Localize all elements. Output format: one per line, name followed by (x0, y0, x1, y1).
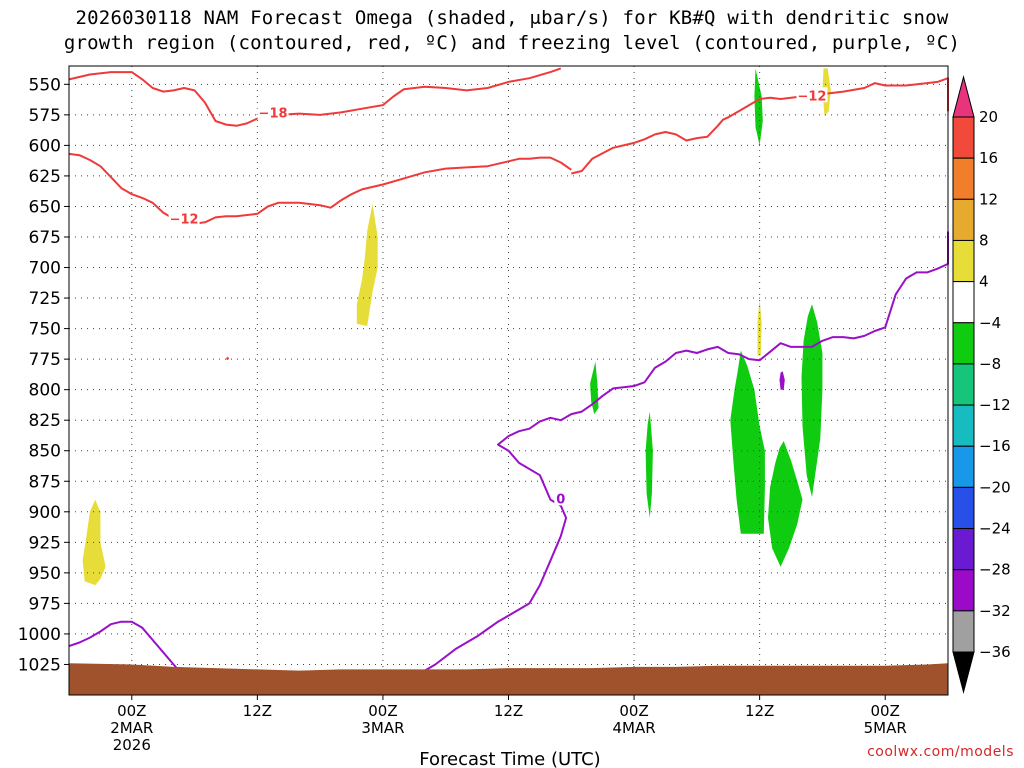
y-tick-label-5: 675 (29, 228, 61, 248)
colorbar-swatch-8 (952, 445, 975, 488)
x-tick-label-0-1: 00Z (117, 702, 146, 720)
y-tick-label-0: 550 (29, 75, 61, 95)
y-tick-label-13: 875 (29, 472, 61, 492)
y-tick-label-15: 925 (29, 533, 61, 553)
colorbar-swatch-5 (952, 322, 975, 365)
y-tick-label-2: 600 (29, 136, 61, 156)
y-tick-label-18: 1000 (18, 625, 61, 645)
y-tick-label-10: 800 (29, 381, 61, 401)
colorbar-swatch-11 (952, 569, 975, 612)
x-axis-label: Forecast Time (UTC) (419, 749, 600, 768)
colorbar-label-10: −24 (979, 520, 1011, 538)
colorbar-label-0: 20 (979, 108, 998, 126)
omega-yellow-patch-b (356, 204, 378, 327)
y-axis: 550 575 600 625 650 675 700 725 750 775 800 825 850 8… (18, 75, 69, 675)
colorbar-label-8: −16 (979, 437, 1011, 455)
colorbar-bottom-arrow (952, 651, 975, 694)
purple-contour-zero-right-label-bg (554, 490, 568, 506)
omega-green-patch-e (768, 441, 803, 567)
omega-green-patch-f (801, 304, 823, 498)
y-tick-label-19: 1025 (18, 655, 61, 675)
x-tick-label-2-2: 3MAR (361, 719, 404, 737)
omega-red-dot (226, 356, 230, 361)
red-contour-minus12-right (571, 77, 949, 175)
y-tick-label-9: 775 (29, 350, 61, 370)
x-tick-label-4-2: 4MAR (612, 719, 655, 737)
y-tick-label-8: 750 (29, 320, 61, 340)
colorbar-label-9: −20 (979, 478, 1011, 496)
y-tick-label-6: 700 (29, 259, 61, 279)
colorbar-swatch-4 (952, 281, 975, 324)
y-tick-label-1: 575 (29, 106, 61, 126)
colorbar-swatch-3 (952, 239, 975, 283)
colorbar-label-13: −36 (979, 643, 1011, 661)
colorbar-label-6: −8 (979, 355, 1001, 373)
y-tick-label-16: 950 (29, 564, 61, 584)
omega-yellow-patch-a (82, 499, 106, 586)
chart-title: 2026030118 NAM Forecast Omega (shaded, μ… (0, 6, 1024, 56)
y-tick-label-12: 850 (29, 442, 61, 462)
red-contour-minus12-lower (68, 152, 572, 225)
x-tick-label-5-1: 12Z (745, 702, 774, 720)
y-tick-label-4: 650 (29, 197, 61, 217)
title-line-1: 2026030118 NAM Forecast Omega (shaded, μ… (75, 7, 949, 29)
x-tick-label-0-3: 2026 (113, 736, 151, 754)
colorbar-label-4: 4 (979, 273, 989, 291)
colorbar: 20 16 12 8 4 −4 −8 −12 −16 −20 −24 −28 −32 −36 (952, 75, 1011, 694)
colorbar-label-7: −12 (979, 396, 1011, 414)
y-tick-label-3: 625 (29, 167, 61, 187)
red-contour-minus18-upper-label: −18 (259, 106, 288, 121)
red-contour-minus18-upper-label-bg (257, 104, 289, 120)
colorbar-swatch-7 (952, 404, 975, 447)
colorbar-swatch-1 (952, 157, 975, 200)
x-tick-label-4-1: 00Z (619, 702, 648, 720)
colorbar-swatch-0 (952, 116, 975, 159)
credit-text: coolwx.com/models (867, 744, 1014, 760)
colorbar-swatch-2 (952, 198, 975, 241)
title-line-2: growth region (contoured, red, ºC) and f… (63, 32, 961, 54)
colorbar-swatch-9 (952, 486, 975, 530)
x-tick-label-2-1: 00Z (368, 702, 397, 720)
red-contour-minus12-lower-label: −12 (170, 213, 199, 228)
y-tick-label-14: 900 (29, 503, 61, 523)
omega-shading-layer (82, 68, 831, 586)
colorbar-label-11: −28 (979, 561, 1011, 579)
colorbar-label-5: −4 (979, 314, 1001, 332)
red-contour-minus12-right-label: −12 (797, 89, 826, 104)
red-contour-minus18-upper (68, 67, 562, 127)
x-tick-label-6-1: 00Z (871, 702, 900, 720)
purple-contour-zero-left (68, 620, 185, 678)
purple-contour-zero-right-label: 0 (556, 492, 565, 507)
omega-green-patch-d (730, 350, 765, 534)
x-tick-label-6-2: 5MAR (864, 719, 907, 737)
y-tick-label-11: 825 (29, 411, 61, 431)
terrain-layer (69, 660, 948, 695)
red-contour-minus12-lower-label-bg (168, 210, 200, 226)
colorbar-swatch-12 (952, 610, 975, 653)
colorbar-label-2: 12 (979, 190, 998, 208)
colorbar-label-12: −32 (979, 602, 1011, 620)
gridlines (69, 66, 948, 695)
contour-layer: −18 −12 −12 0 (68, 67, 949, 678)
x-tick-label-3-1: 12Z (494, 702, 523, 720)
x-tick-label-0-2: 2MAR (110, 719, 153, 737)
omega-green-patch-c (645, 411, 653, 518)
red-contour-minus12-right-label-bg (796, 87, 828, 103)
purple-contour-zero-right (413, 231, 949, 678)
colorbar-label-3: 8 (979, 231, 989, 249)
y-tick-label-17: 975 (29, 594, 61, 614)
omega-yellow-patch-d (757, 299, 762, 356)
colorbar-swatch-6 (952, 363, 975, 406)
x-tick-label-1-1: 12Z (243, 702, 272, 720)
y-tick-label-7: 725 (29, 289, 61, 309)
colorbar-top-arrow (952, 75, 975, 118)
omega-green-patch-b (590, 361, 599, 415)
colorbar-swatch-10 (952, 528, 975, 571)
omega-green-patch-a (754, 68, 763, 146)
omega-purple-dot (779, 371, 785, 390)
terrain-surface (69, 660, 948, 695)
colorbar-label-1: 16 (979, 149, 998, 167)
